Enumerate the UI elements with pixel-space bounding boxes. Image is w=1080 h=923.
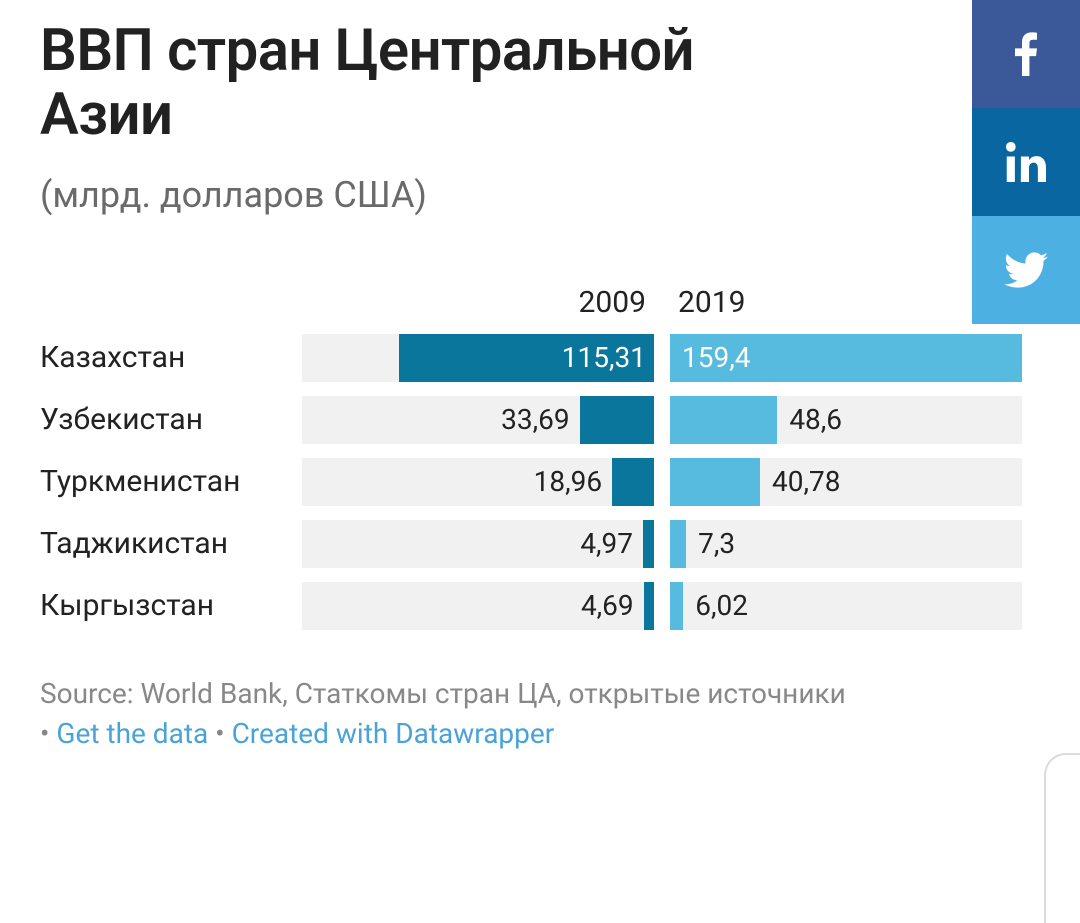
cell-2009: 33,69 <box>302 396 654 444</box>
chart-row: Узбекистан 33,69 48,6 <box>40 396 1040 444</box>
value-2009: 18,96 <box>534 458 602 506</box>
cell-2019: 6,02 <box>670 582 1022 630</box>
created-with-datawrapper-link[interactable]: Created with Datawrapper <box>232 717 555 750</box>
chart-title: ВВП стран Центральной Азии <box>40 20 820 148</box>
chart-row: Таджикистан 4,97 7,3 <box>40 520 1040 568</box>
value-2019: 159,4 <box>682 334 750 382</box>
chart-row: Кыргызстан 4,69 6,02 <box>40 582 1040 630</box>
bar-2019 <box>670 520 686 568</box>
header-2009: 2009 <box>302 285 654 320</box>
bullet: • <box>40 717 56 750</box>
twitter-icon <box>1004 252 1048 288</box>
chart-subtitle: (млрд. долларов США) <box>40 174 1040 216</box>
bar-2009 <box>644 582 654 630</box>
chart-row: Казахстан 115,31 159,4 <box>40 334 1040 382</box>
linkedin-icon <box>1006 142 1046 182</box>
bar-2019 <box>670 582 683 630</box>
value-2019: 7,3 <box>698 520 735 568</box>
row-label: Кыргызстан <box>40 582 302 630</box>
share-twitter-button[interactable] <box>972 216 1080 324</box>
bar-2009 <box>580 396 654 444</box>
value-2009: 33,69 <box>501 396 569 444</box>
row-label: Казахстан <box>40 334 302 382</box>
diverging-bar-chart: 2009 2019 Казахстан 115,31 159,4 Узбекистан… <box>40 272 1040 630</box>
share-linkedin-button[interactable] <box>972 108 1080 216</box>
cell-2019: 159,4 <box>670 334 1022 382</box>
header-2019: 2019 <box>670 285 1022 320</box>
value-2019: 6,02 <box>695 582 748 630</box>
bar-2009 <box>643 520 654 568</box>
row-label: Узбекистан <box>40 396 302 444</box>
cell-2009: 115,31 <box>302 334 654 382</box>
bar-2009 <box>612 458 654 506</box>
get-the-data-link[interactable]: Get the data <box>56 717 208 750</box>
value-2019: 48,6 <box>789 396 842 444</box>
cell-2019: 48,6 <box>670 396 1022 444</box>
cell-2019: 7,3 <box>670 520 1022 568</box>
row-label: Таджикистан <box>40 520 302 568</box>
share-buttons <box>972 0 1080 324</box>
facebook-icon <box>1015 32 1037 76</box>
value-2009: 115,31 <box>562 334 646 382</box>
column-headers: 2009 2019 <box>40 272 1040 320</box>
bar-2019 <box>670 396 777 444</box>
share-facebook-button[interactable] <box>972 0 1080 108</box>
value-2009: 4,69 <box>581 582 634 630</box>
cell-2019: 40,78 <box>670 458 1022 506</box>
cell-2009: 18,96 <box>302 458 654 506</box>
cell-2009: 4,97 <box>302 520 654 568</box>
value-2019: 40,78 <box>772 458 840 506</box>
bullet: • <box>208 717 231 750</box>
decorative-corner <box>1044 753 1080 923</box>
chart-footer: Source: World Bank, Статкомы стран ЦА, о… <box>40 674 1040 755</box>
source-prefix: Source: <box>40 677 141 710</box>
source-text: World Bank, Статкомы стран ЦА, открытые … <box>141 677 846 710</box>
cell-2009: 4,69 <box>302 582 654 630</box>
bar-2019 <box>670 458 760 506</box>
row-label: Туркменистан <box>40 458 302 506</box>
value-2009: 4,97 <box>580 520 633 568</box>
chart-row: Туркменистан 18,96 40,78 <box>40 458 1040 506</box>
